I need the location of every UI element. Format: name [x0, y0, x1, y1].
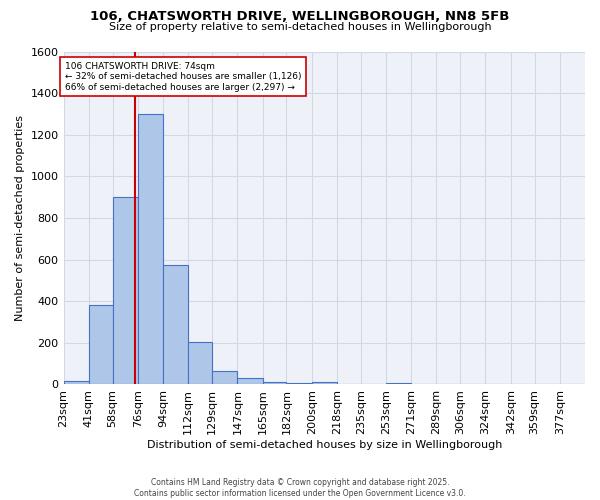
Y-axis label: Number of semi-detached properties: Number of semi-detached properties [15, 115, 25, 321]
Text: Contains HM Land Registry data © Crown copyright and database right 2025.
Contai: Contains HM Land Registry data © Crown c… [134, 478, 466, 498]
Bar [163, 265, 188, 384]
Bar [89, 306, 113, 384]
Bar [386, 383, 411, 384]
Text: Size of property relative to semi-detached houses in Wellingborough: Size of property relative to semi-detach… [109, 22, 491, 32]
Text: 106, CHATSWORTH DRIVE, WELLINGBOROUGH, NN8 5FB: 106, CHATSWORTH DRIVE, WELLINGBOROUGH, N… [91, 10, 509, 23]
X-axis label: Distribution of semi-detached houses by size in Wellingborough: Distribution of semi-detached houses by … [146, 440, 502, 450]
Bar [238, 378, 263, 384]
Bar [311, 382, 337, 384]
Bar [263, 382, 286, 384]
Text: 106 CHATSWORTH DRIVE: 74sqm
← 32% of semi-detached houses are smaller (1,126)
66: 106 CHATSWORTH DRIVE: 74sqm ← 32% of sem… [65, 62, 301, 92]
Bar [64, 380, 89, 384]
Bar [113, 197, 138, 384]
Bar [212, 371, 238, 384]
Bar [188, 342, 212, 384]
Bar [138, 114, 163, 384]
